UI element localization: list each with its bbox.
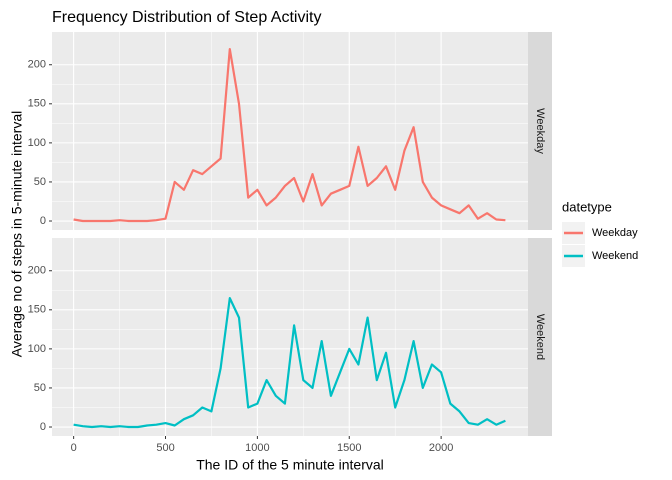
y-tick-label: 50 (34, 382, 46, 394)
strip-background (528, 32, 552, 230)
panel-background (52, 238, 528, 436)
y-axis-title: Average no of steps in 5-minute interval (9, 111, 25, 357)
y-tick-label: 200 (28, 59, 46, 71)
panel-background (52, 32, 528, 230)
legend-label: Weekday (592, 227, 638, 239)
x-tick-label: 1500 (337, 442, 361, 454)
y-tick-label: 100 (28, 137, 46, 149)
strip-background (528, 238, 552, 436)
x-axis-title: The ID of the 5 minute interval (196, 457, 384, 473)
y-tick-label: 200 (28, 265, 46, 277)
y-tick-label: 50 (34, 176, 46, 188)
legend-title: datetype (562, 199, 612, 214)
series-line (73, 297, 506, 429)
x-tick-label: 1000 (245, 442, 269, 454)
legend-label: Weekend (592, 250, 638, 262)
strip-label: Weekday (534, 108, 546, 154)
y-tick-label: 150 (28, 98, 46, 110)
y-tick-label: 150 (28, 304, 46, 316)
chart-title: Frequency Distribution of Step Activity (52, 9, 321, 26)
strip-label: Weekend (534, 314, 546, 360)
x-tick-label: 0 (71, 442, 77, 454)
x-tick-label: 500 (156, 442, 174, 454)
y-tick-label: 0 (40, 421, 46, 433)
x-tick-label: 2000 (429, 442, 453, 454)
series-line (73, 48, 506, 223)
y-tick-label: 0 (40, 215, 46, 227)
y-tick-label: 100 (28, 343, 46, 355)
